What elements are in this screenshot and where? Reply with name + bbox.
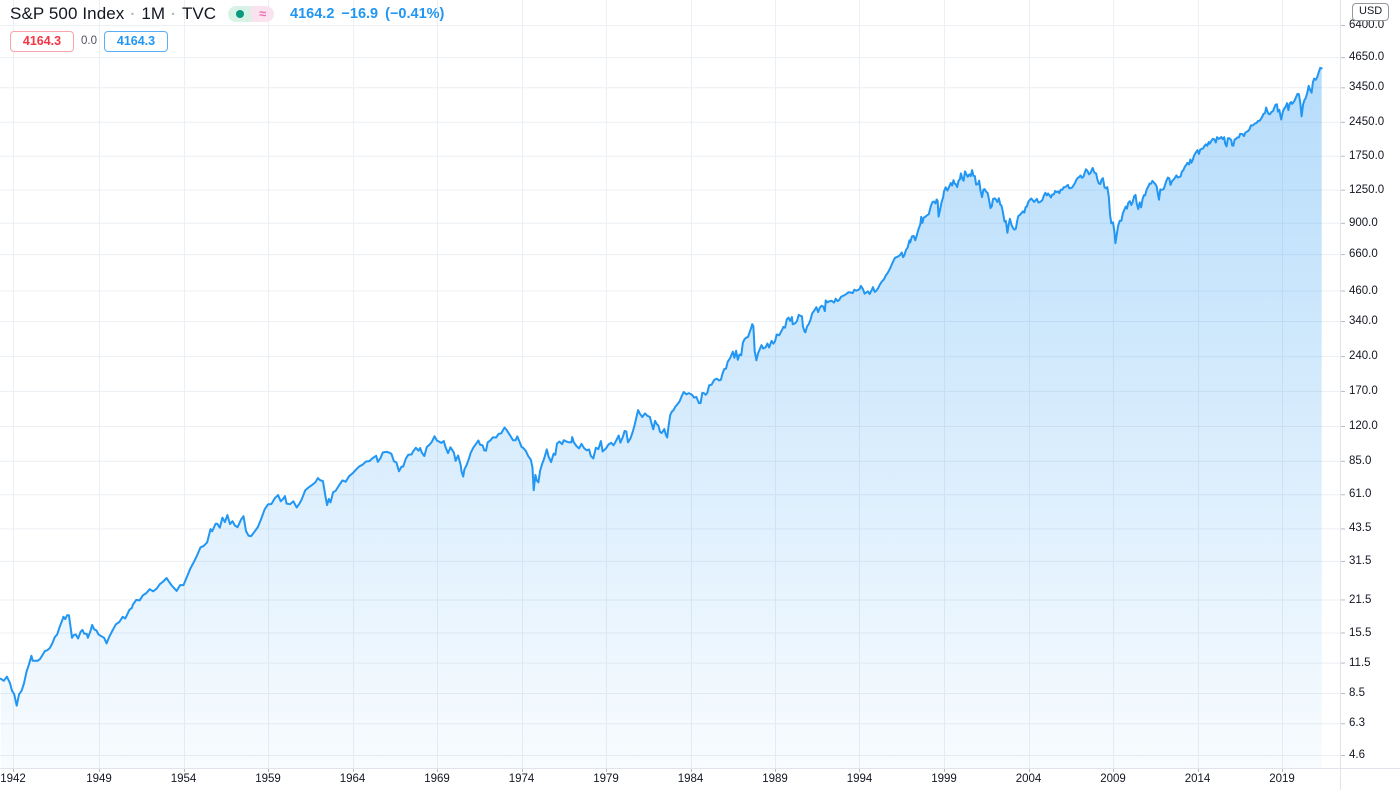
price-tick-label: 61.0: [1349, 488, 1372, 501]
price-tick-label: 11.5: [1349, 656, 1371, 669]
time-tick-label: 1949: [86, 773, 112, 785]
legend-title-row: S&P 500 Index · 1M · TVC ≈ 4164.2 −16.9 …: [10, 4, 444, 24]
sp500-area-fill: [0, 67, 1322, 768]
price-tick-label: 4.6: [1349, 749, 1365, 761]
time-tick-label: 1979: [593, 773, 619, 785]
time-tick-label: 1959: [255, 773, 281, 785]
time-tick-label: 1954: [170, 773, 197, 785]
spread-value: 0.0: [81, 35, 97, 47]
time-tick-label: 1974: [508, 773, 535, 785]
series-layer: [0, 66, 1323, 768]
symbol-legend: S&P 500 Index · 1M · TVC ≈ 4164.2 −16.9 …: [10, 4, 444, 52]
market-status-pill[interactable]: ≈: [228, 6, 275, 22]
price-tick-label: 660.0: [1349, 248, 1378, 261]
symbol-title[interactable]: S&P 500 Index: [10, 4, 125, 23]
price-axis[interactable]: 6400.0 4650.0 3450.0 2450.0 1750.0 1250.0 900.…: [1341, 0, 1400, 768]
price-tick-label: 1250.0: [1349, 183, 1385, 196]
price-tick-label: 43.5: [1349, 522, 1372, 535]
time-axis[interactable]: 1942 1949 1954 1959 1964 1969 1974 1979 1984 1989…: [0, 769, 1400, 790]
price-tick-label: 6400.0: [1349, 19, 1385, 31]
time-tick-label: 2014: [1184, 773, 1211, 785]
price-tick-label: 340.0: [1349, 315, 1378, 327]
price-tick-label: 2450.0: [1349, 115, 1385, 128]
price-tick-label: 1750.0: [1349, 149, 1385, 162]
interval-label[interactable]: 1M: [141, 4, 166, 23]
time-tick-label: 2019: [1269, 773, 1295, 785]
price-tick-label: 8.5: [1349, 687, 1365, 700]
delayed-data-icon: ≈: [251, 6, 275, 22]
time-tick-label: 1969: [424, 773, 450, 785]
price-tick-label: 4650.0: [1349, 51, 1385, 64]
price-tick-label: 170.0: [1349, 384, 1378, 397]
price-tick-label: 85.0: [1349, 454, 1372, 467]
time-tick-label: 1984: [677, 773, 704, 785]
time-tick-label: 2004: [1015, 773, 1042, 785]
time-tick-label: 1999: [931, 773, 957, 785]
exchange-label[interactable]: TVC: [182, 4, 217, 23]
last-price-group: 4164.2 −16.9 (−0.41%): [290, 6, 444, 22]
sp500-price-line: [0, 66, 1323, 707]
price-tick-label: 460.0: [1349, 284, 1378, 297]
time-tick-label: 1964: [339, 773, 366, 785]
price-tick-label: 31.5: [1349, 554, 1372, 567]
price-tick-label: 6.3: [1349, 717, 1365, 730]
legend-separator-dot: ·: [171, 5, 177, 23]
price-tick-label: 3450.0: [1349, 81, 1385, 94]
market-open-dot-icon: [228, 6, 252, 22]
time-tick-label: 1942: [0, 773, 26, 785]
time-tick-label: 2009: [1100, 773, 1126, 785]
time-tick-label: 1989: [762, 773, 788, 785]
time-tick-label: 1994: [846, 773, 873, 785]
price-tick-label: 21.5: [1349, 593, 1372, 606]
price-tick-label: 900.0: [1349, 216, 1378, 229]
sell-button[interactable]: 4164.3: [10, 30, 74, 52]
price-change-percent: (−0.41%): [385, 6, 445, 22]
price-tick-label: 120.0: [1349, 420, 1378, 432]
currency-unit-button[interactable]: USD: [1352, 3, 1390, 21]
buy-sell-widget: 4164.3 0.0 4164.3: [10, 30, 444, 52]
price-tick-label: 240.0: [1349, 350, 1378, 363]
last-price-value: 4164.2: [290, 6, 335, 22]
legend-separator-dot: ·: [130, 5, 136, 23]
buy-button[interactable]: 4164.3: [104, 30, 168, 52]
price-tick-label: 15.5: [1349, 626, 1372, 639]
price-change-value: −16.9: [341, 6, 379, 22]
